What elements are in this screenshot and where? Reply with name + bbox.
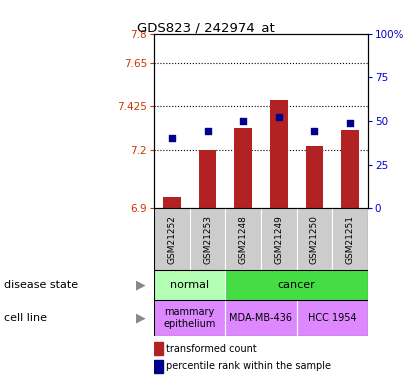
Bar	[297, 300, 368, 336]
Point	[311, 128, 318, 134]
Bar	[199, 150, 217, 208]
Text: cell line: cell line	[4, 313, 47, 323]
Bar	[163, 198, 181, 208]
Bar	[154, 300, 225, 336]
Text: MDA-MB-436: MDA-MB-436	[229, 313, 293, 323]
Bar	[225, 208, 261, 270]
Bar	[305, 146, 323, 208]
Text: GSM21248: GSM21248	[239, 214, 248, 264]
Text: GSM21252: GSM21252	[167, 214, 176, 264]
Text: GSM21251: GSM21251	[346, 214, 355, 264]
Bar	[154, 270, 225, 300]
Bar	[154, 342, 163, 355]
Bar	[234, 128, 252, 208]
Text: disease state: disease state	[4, 280, 78, 290]
Text: GSM21250: GSM21250	[310, 214, 319, 264]
Bar	[270, 100, 288, 208]
Text: GSM21249: GSM21249	[274, 214, 283, 264]
Text: HCC 1954: HCC 1954	[308, 313, 356, 323]
Bar	[225, 270, 368, 300]
Text: ▶: ▶	[136, 311, 146, 324]
Text: GSM21253: GSM21253	[203, 214, 212, 264]
Text: GDS823 / 242974_at: GDS823 / 242974_at	[136, 21, 275, 34]
Bar	[154, 360, 163, 373]
Text: mammary
epithelium: mammary epithelium	[164, 307, 216, 328]
Bar	[154, 208, 190, 270]
Point	[204, 128, 211, 134]
Text: ▶: ▶	[136, 279, 146, 291]
Point	[240, 118, 247, 124]
Text: transformed count: transformed count	[166, 344, 256, 354]
Bar	[190, 208, 225, 270]
Bar	[261, 208, 297, 270]
Point	[275, 114, 282, 120]
Bar	[225, 300, 297, 336]
Bar	[332, 208, 368, 270]
Text: cancer: cancer	[278, 280, 316, 290]
Text: percentile rank within the sample: percentile rank within the sample	[166, 362, 331, 372]
Bar	[297, 208, 332, 270]
Point	[169, 135, 175, 141]
Text: normal: normal	[170, 280, 209, 290]
Bar	[341, 130, 359, 208]
Point	[347, 120, 353, 126]
